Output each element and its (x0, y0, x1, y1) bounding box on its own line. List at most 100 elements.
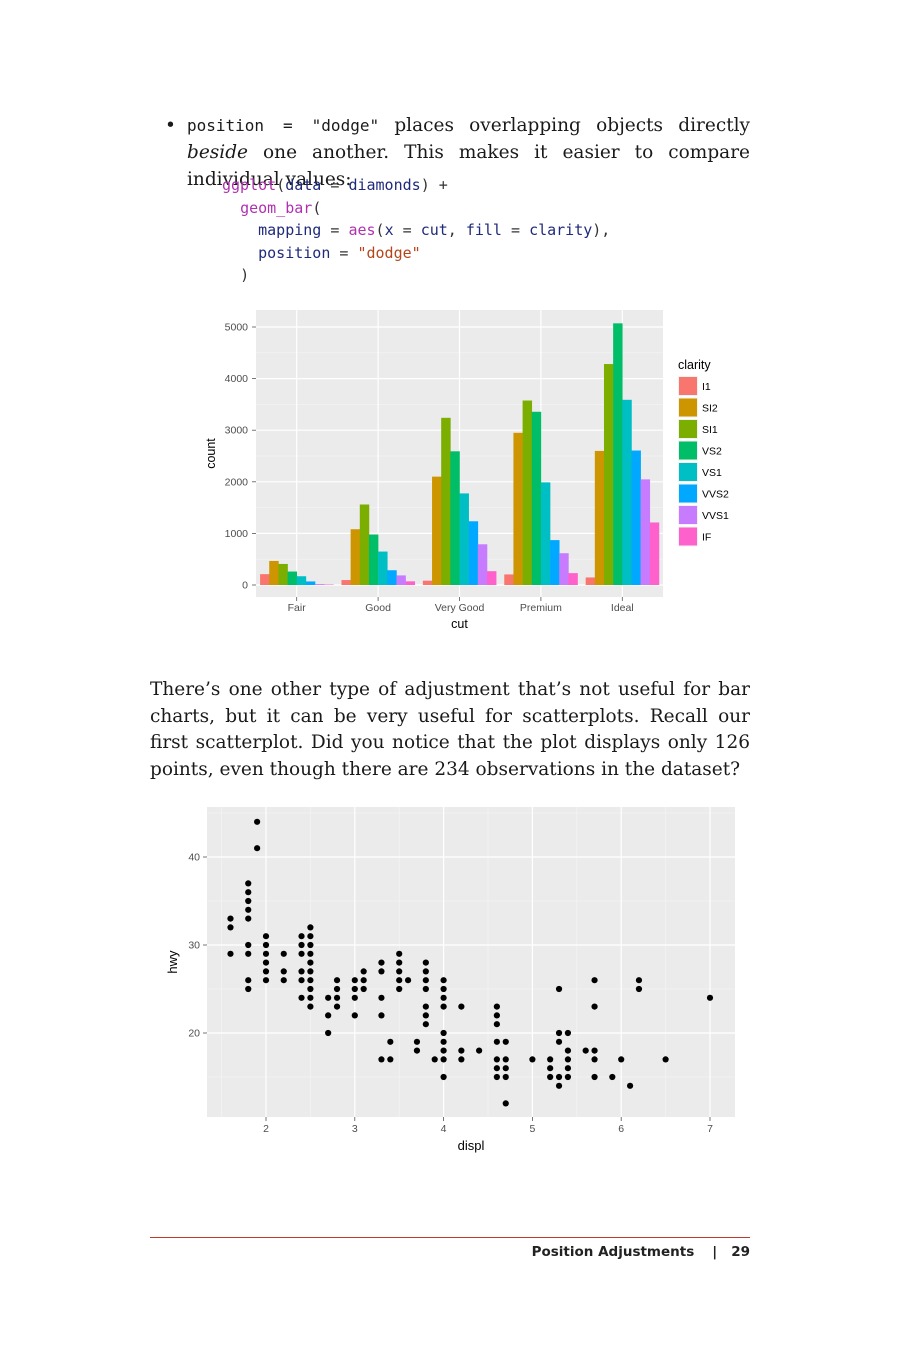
y-axis-title: hwy (165, 950, 180, 974)
scatter-point (298, 994, 305, 1001)
scatter-point (307, 994, 314, 1001)
legend-label: IF (702, 532, 711, 544)
scatter-point (555, 1073, 563, 1081)
bar (649, 522, 660, 585)
scatter-point (351, 985, 358, 993)
x-tick-label: 4 (441, 1123, 447, 1135)
legend-label: SI1 (702, 424, 718, 436)
scatter-point (298, 977, 305, 984)
scatter-point (333, 977, 341, 984)
scatter-point (262, 950, 270, 957)
bar (432, 476, 442, 585)
scatter-point (547, 1056, 554, 1063)
dodged-bar-chart: 0 1000 2000 3000 4000 5000 Fair Good Very Good Pr… (204, 310, 729, 631)
scatter-point (413, 1038, 421, 1045)
scatter-point (431, 1056, 438, 1063)
scatter-point (298, 968, 305, 975)
bar (441, 417, 451, 585)
bar (368, 534, 379, 585)
inline-code-position-dodge: position = "dodge" (187, 116, 380, 135)
code-token: ( (375, 221, 385, 239)
scatter-point (564, 1029, 572, 1037)
bar (450, 451, 460, 585)
scatter-point (227, 915, 234, 922)
y-tick-label: 5000 (225, 322, 249, 334)
scatter-point (440, 977, 447, 984)
x-tick-label: 6 (618, 1123, 624, 1135)
scatter-point (245, 985, 252, 993)
scatter-point (591, 977, 598, 984)
scatter-point (440, 1003, 447, 1010)
scatter-point (307, 950, 314, 957)
scatter-point (351, 1012, 358, 1019)
scatter-point (245, 880, 252, 887)
scatter-point (555, 1038, 563, 1045)
scatter-point (493, 1021, 500, 1028)
scatter-point (422, 1012, 429, 1019)
emphasis-beside: beside (187, 142, 248, 163)
legend-swatch (679, 420, 697, 438)
scatter-point (440, 985, 447, 993)
scatter-point (307, 985, 314, 993)
x-tick-label: 3 (352, 1123, 358, 1135)
code-token: x (384, 221, 394, 239)
bullet-text-part: one another. This makes it easier to com… (187, 142, 750, 190)
scatter-point (609, 1073, 616, 1081)
y-axis-title: count (204, 438, 218, 469)
scatter-point (333, 985, 341, 993)
legend-label: VVS1 (702, 510, 729, 522)
y-tick-label: 30 (188, 940, 200, 952)
scatter-panel-background (207, 807, 735, 1117)
bar (387, 570, 397, 585)
bar (585, 577, 596, 585)
x-tick-label: Very Good (435, 602, 485, 614)
bar (540, 482, 551, 585)
scatter-point (440, 1056, 447, 1063)
scatter-point (555, 1082, 563, 1089)
scatter-point (404, 977, 412, 984)
bar (504, 574, 514, 585)
scatter-point (440, 1029, 447, 1037)
x-tick-label: 7 (707, 1123, 713, 1135)
scatter-point (591, 1056, 598, 1063)
x-tick-label: 2 (263, 1123, 269, 1135)
scatter-point (378, 968, 385, 975)
y-tick-label: 2000 (225, 476, 249, 488)
code-token: = (393, 221, 421, 239)
code-token: clarity (529, 221, 593, 239)
scatter-point (307, 968, 314, 975)
legend-swatch (679, 463, 697, 481)
scatter-point (262, 933, 270, 940)
scatter-plot: 2 3 4 5 6 7 20 30 40 displ hwy (165, 807, 735, 1153)
scatter-point (396, 977, 403, 984)
bar (622, 399, 632, 585)
bar (468, 521, 479, 585)
scatter-point (582, 1047, 589, 1054)
scatter-point (245, 889, 252, 896)
scatter-point (333, 994, 341, 1001)
scatter-point (502, 1100, 509, 1107)
scatter-point (422, 1021, 429, 1028)
scatter-point (564, 1065, 572, 1072)
y-tick-label: 40 (188, 852, 200, 864)
scatter-point (360, 985, 367, 993)
legend-swatch (679, 484, 697, 503)
y-tick-label: 3000 (225, 425, 249, 437)
scatter-point (502, 1065, 509, 1072)
scatter-point (262, 968, 270, 975)
legend-label: VS2 (702, 446, 722, 458)
page-number: 29 (731, 1244, 750, 1260)
scatter-point (298, 933, 305, 940)
scatter-point (298, 941, 305, 949)
code-token: aes (348, 221, 376, 239)
y-tick-label: 1000 (225, 528, 249, 540)
scatter-point (493, 1056, 500, 1063)
legend-label: I1 (702, 381, 711, 393)
code-token: ), (592, 221, 611, 239)
scatter-point (245, 897, 252, 905)
scatter-point (555, 1029, 563, 1037)
bar (396, 575, 406, 585)
scatter-point (635, 985, 643, 993)
scatter-point (245, 977, 252, 984)
scatter-point (333, 1003, 341, 1010)
